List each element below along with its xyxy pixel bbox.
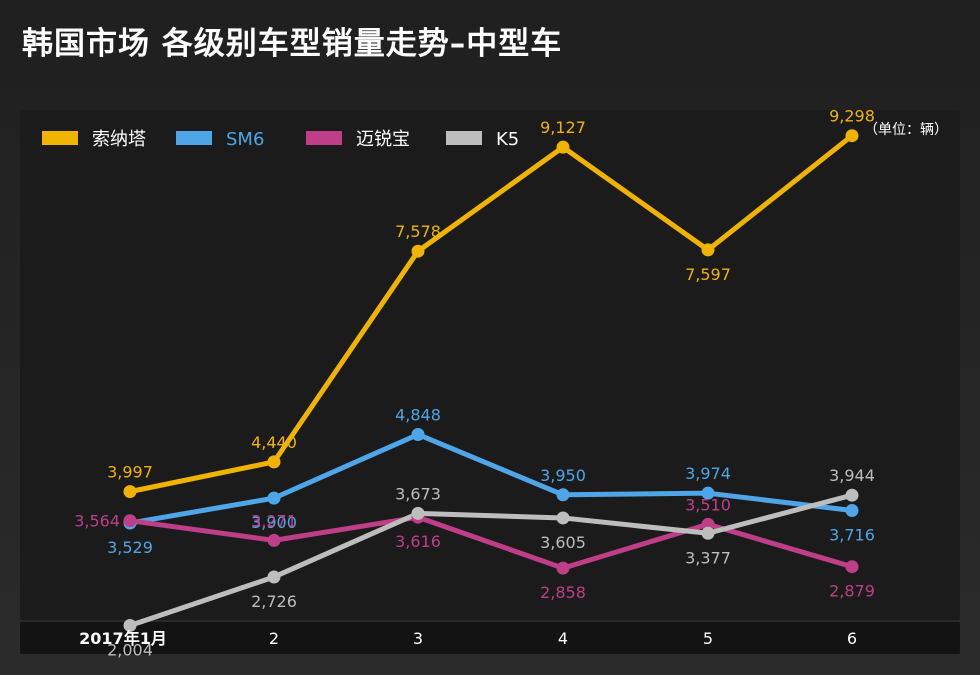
data-label: 3,616 bbox=[395, 532, 441, 551]
data-label: 2,004 bbox=[107, 640, 153, 659]
data-label: 3,997 bbox=[107, 463, 153, 482]
data-label: 3,529 bbox=[107, 538, 153, 557]
x-tick-label: 5 bbox=[703, 629, 713, 648]
data-label: 3,271 bbox=[251, 511, 297, 530]
data-label: 2,858 bbox=[540, 583, 586, 602]
page-title: 韩国市场 各级别车型销量走势–中型车 bbox=[22, 26, 563, 62]
legend-label: SM6 bbox=[226, 129, 264, 150]
data-point bbox=[845, 129, 859, 143]
series-line-0 bbox=[127, 133, 855, 495]
data-point bbox=[845, 488, 859, 502]
data-label: 2,879 bbox=[829, 582, 875, 601]
data-label: 3,974 bbox=[685, 464, 731, 483]
data-label: 9,298 bbox=[829, 107, 875, 126]
x-tick-label: 4 bbox=[558, 629, 568, 648]
data-point bbox=[123, 485, 137, 499]
legend-swatch bbox=[306, 131, 342, 145]
data-point bbox=[411, 506, 425, 520]
data-label: 3,900 bbox=[251, 513, 297, 532]
x-tick-label: 2017年1月 bbox=[79, 629, 167, 648]
x-tick-label: 2 bbox=[269, 629, 279, 648]
legend-swatch bbox=[176, 131, 212, 145]
data-point bbox=[701, 243, 715, 257]
data-label: 3,950 bbox=[540, 466, 586, 485]
data-label: 7,578 bbox=[395, 222, 441, 241]
data-label: 3,377 bbox=[685, 548, 731, 567]
chart-panel bbox=[20, 110, 960, 620]
data-point bbox=[556, 140, 570, 154]
data-point bbox=[845, 560, 859, 574]
legend-swatch bbox=[42, 131, 78, 145]
data-label: 3,716 bbox=[829, 525, 875, 544]
x-tick-label: 3 bbox=[413, 629, 423, 648]
series-line-3 bbox=[127, 492, 855, 628]
legend-label: 索纳塔 bbox=[92, 129, 146, 150]
series-line-1 bbox=[127, 431, 855, 526]
legend-label: K5 bbox=[496, 129, 519, 150]
data-point bbox=[556, 488, 570, 502]
data-label: 9,127 bbox=[540, 118, 586, 137]
legend-swatch bbox=[446, 131, 482, 145]
data-point bbox=[701, 486, 715, 500]
data-point bbox=[267, 570, 281, 584]
data-point bbox=[556, 561, 570, 575]
x-axis-bar bbox=[20, 622, 960, 654]
unit-label: （单位：辆） bbox=[864, 122, 948, 138]
data-point bbox=[845, 503, 859, 517]
data-point bbox=[411, 427, 425, 441]
data-label: 7,597 bbox=[685, 265, 731, 284]
legend-label: 迈锐宝 bbox=[356, 129, 410, 150]
data-point bbox=[267, 455, 281, 469]
data-point bbox=[701, 526, 715, 540]
data-point bbox=[267, 533, 281, 547]
data-label: 3,605 bbox=[540, 533, 586, 552]
x-tick-label: 6 bbox=[847, 629, 857, 648]
data-label: 3,510 bbox=[685, 495, 731, 514]
data-label: 4,440 bbox=[251, 433, 297, 452]
data-point bbox=[123, 514, 137, 528]
data-label: 4,848 bbox=[395, 405, 441, 424]
data-point bbox=[556, 511, 570, 525]
data-point bbox=[411, 244, 425, 258]
data-label: 2,726 bbox=[251, 592, 297, 611]
data-point bbox=[123, 618, 137, 632]
data-label: 3,944 bbox=[829, 466, 875, 485]
data-label: 3,564 bbox=[74, 512, 120, 531]
data-point bbox=[267, 491, 281, 505]
series-line-2 bbox=[127, 514, 855, 571]
data-point bbox=[701, 517, 715, 531]
data-label: 3,673 bbox=[395, 484, 441, 503]
